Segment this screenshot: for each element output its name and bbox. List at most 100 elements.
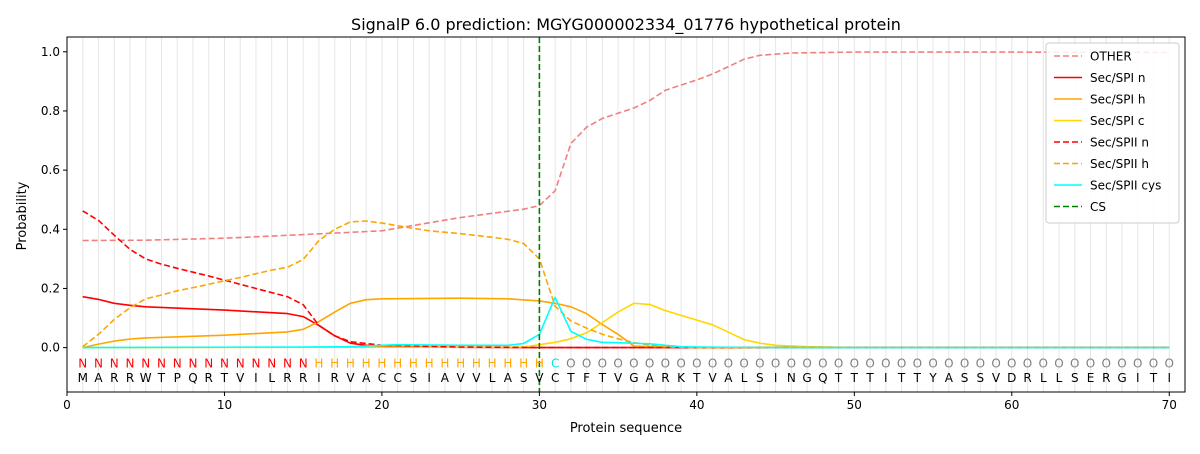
residue-label: E [1087,371,1095,385]
region-label: O [913,356,922,370]
residue-label: L [741,371,748,385]
region-label: N [220,356,229,370]
residue-label: R [283,371,291,385]
series-line-sec-spi-c [82,302,1170,349]
residue-label: S [976,371,984,385]
residue-label: P [174,371,181,385]
region-label: O [834,356,843,370]
series-line-sec-spii-h [82,220,1170,349]
residue-label: S [410,371,418,385]
region-label: N [283,356,292,370]
residue-label: K [677,371,686,385]
residue-label: R [110,371,118,385]
sequence-annotations: NMNANRNRNWNTNPNQNRNTNVNINLNRNRHIHRHVHAHC… [78,356,1174,385]
residue-label: V [236,371,245,385]
region-label: O [708,356,717,370]
residue-label: A [646,371,655,385]
plot-frame [66,36,1186,393]
grid-lines [82,37,1170,392]
region-label: O [582,356,591,370]
residue-label: T [1149,371,1158,385]
x-tick-label: 60 [1004,398,1019,412]
residue-label: W [140,371,152,385]
residue-label: T [566,371,575,385]
legend-label: Sec/SPII cys [1090,179,1161,193]
region-label: H [409,356,418,370]
region-label: N [157,356,166,370]
series-line-sec-spii-cys [82,296,1170,349]
residue-label: Y [928,371,937,385]
legend-label: CS [1090,200,1106,214]
residue-label: A [441,371,450,385]
region-label: H [456,356,465,370]
region-label: H [314,356,323,370]
residue-label: L [1056,371,1063,385]
residue-label: S [1071,371,1079,385]
residue-label: R [205,371,213,385]
residue-label: A [945,371,954,385]
legend-box [1045,42,1180,224]
residue-label: I [317,371,321,385]
residue-label: T [598,371,607,385]
region-label: O [881,356,890,370]
region-label: O [692,356,701,370]
residue-label: A [362,371,371,385]
region-label: O [928,356,937,370]
residue-label: C [551,371,559,385]
residue-label: G [802,371,811,385]
residue-label: D [1007,371,1016,385]
legend-label: Sec/SPII h [1090,157,1149,171]
residue-label: C [393,371,401,385]
region-label: H [519,356,528,370]
legend-label: Sec/SPI c [1090,114,1144,128]
region-label: N [204,356,213,370]
region-label: N [110,356,119,370]
region-label: N [125,356,134,370]
region-label: O [1023,356,1032,370]
series-lines [82,51,1170,349]
residue-label: S [756,371,764,385]
series-line-other [82,51,1170,242]
legend-label: Sec/SPI n [1090,71,1145,85]
residue-label: R [299,371,307,385]
region-label: O [1070,356,1079,370]
region-label: O [787,356,796,370]
residue-label: L [268,371,275,385]
region-label: C [551,356,559,370]
region-label: O [645,356,654,370]
region-label: O [1117,356,1126,370]
region-label: O [1007,356,1016,370]
residue-label: T [692,371,701,385]
region-label: O [724,356,733,370]
region-label: O [976,356,985,370]
residue-label: I [1136,371,1140,385]
residue-label: L [489,371,496,385]
residue-label: A [94,371,103,385]
residue-label: T [897,371,906,385]
region-label: N [251,356,260,370]
series-line-sec-spi-h [82,297,1170,349]
region-label: H [393,356,402,370]
residue-label: F [583,371,590,385]
region-label: H [535,356,544,370]
residue-label: A [724,371,733,385]
region-label: N [141,356,150,370]
region-label: N [299,356,308,370]
residue-label: V [708,371,717,385]
residue-label: T [913,371,922,385]
residue-label: I [427,371,431,385]
region-label: H [503,356,512,370]
region-label: O [1149,356,1158,370]
y-tick-label: 0.2 [41,281,60,295]
residue-label: V [472,371,481,385]
region-label: N [188,356,197,370]
region-label: O [1086,356,1095,370]
region-label: O [1102,356,1111,370]
residue-label: T [157,371,166,385]
legend-label: OTHER [1090,50,1132,64]
residue-label: Q [188,371,197,385]
region-label: O [1039,356,1048,370]
residue-label: T [850,371,859,385]
region-label: O [1133,356,1142,370]
residue-label: L [1040,371,1047,385]
